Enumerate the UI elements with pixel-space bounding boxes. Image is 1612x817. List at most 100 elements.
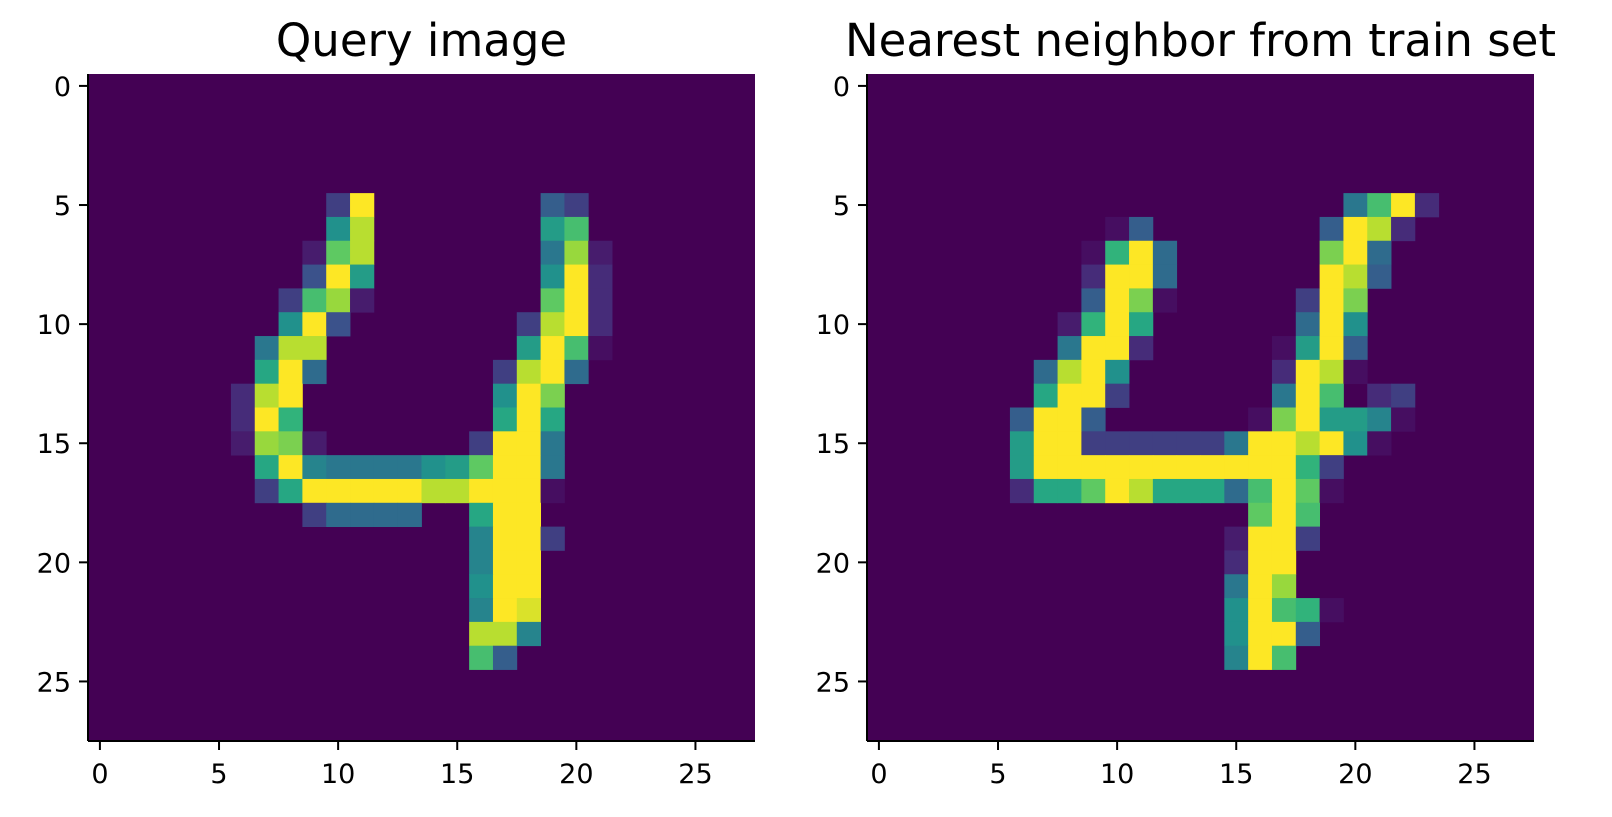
heatmap-cell: [1319, 288, 1344, 313]
x-tick-label: 15: [440, 759, 474, 790]
heatmap-cell: [397, 502, 422, 528]
y-tick-label: 0: [833, 72, 850, 103]
heatmap-cell: [492, 431, 518, 456]
heatmap-cell: [540, 216, 565, 242]
heatmap-cell: [516, 407, 542, 432]
heatmap-cell: [1152, 455, 1178, 480]
heatmap-cell: [469, 478, 494, 504]
heatmap-cell: [302, 312, 327, 337]
heatmap-cell: [492, 455, 518, 480]
heatmap-cell: [516, 550, 542, 575]
heatmap-cell: [1248, 645, 1273, 670]
heatmap-cell: [1009, 407, 1035, 432]
heatmap-cell: [1248, 431, 1273, 456]
heatmap-cell: [445, 455, 470, 480]
heatmap-cell: [516, 336, 542, 361]
heatmap-cell: [1295, 598, 1321, 623]
heatmap-cell: [302, 478, 327, 504]
heatmap-cell: [1176, 431, 1201, 456]
heatmap-cell: [1248, 478, 1273, 504]
heatmap-cell: [1105, 240, 1130, 265]
heatmap-cell: [1295, 336, 1321, 361]
heatmap-cell: [1248, 574, 1273, 599]
heatmap-cell: [540, 526, 565, 551]
heatmap-cell: [516, 621, 542, 647]
y-tick-label: 25: [37, 667, 71, 698]
heatmap-cell: [1367, 383, 1392, 408]
heatmap-cell: [469, 574, 494, 599]
heatmap-cell: [516, 478, 542, 504]
x-tick-label: 10: [1100, 759, 1134, 790]
heatmap-cell: [516, 502, 542, 528]
heatmap-cell: [1391, 383, 1416, 408]
heatmap-cell: [564, 312, 589, 337]
heatmap-cell: [1248, 526, 1273, 551]
heatmap-cell: [302, 240, 327, 265]
heatmap-cell: [1081, 312, 1106, 337]
heatmap-cell: [350, 240, 375, 265]
heatmap-cell: [1248, 598, 1273, 623]
heatmap-cell: [1295, 455, 1321, 480]
heatmap-cell: [373, 455, 399, 480]
heatmap-cell: [1295, 502, 1321, 528]
heatmap-cell: [1224, 621, 1249, 647]
heatmap-cell: [1319, 383, 1344, 408]
heatmap-cell: [564, 193, 589, 218]
heatmap-cell: [1343, 193, 1368, 218]
heatmap-cell: [1295, 383, 1321, 408]
heatmap-cell: [1129, 312, 1154, 337]
heatmap-cell: [540, 431, 565, 456]
heatmap-cell: [1224, 526, 1249, 551]
x-tick-label: 25: [1457, 759, 1491, 790]
heatmap-cell: [492, 502, 518, 528]
heatmap-cell: [1033, 407, 1058, 432]
heatmap-cell: [1343, 240, 1368, 265]
x-tick-label: 20: [559, 759, 593, 790]
heatmap-cell: [278, 336, 303, 361]
heatmap-cell: [278, 312, 303, 337]
x-tick-label: 15: [1219, 759, 1253, 790]
heatmap-cell: [350, 288, 375, 313]
heatmap-cell: [540, 336, 565, 361]
heatmap-cell: [1271, 383, 1297, 408]
heatmap-cell: [1129, 431, 1154, 456]
heatmap-cell: [421, 478, 446, 504]
heatmap-cell: [278, 288, 303, 313]
heatmap-cell: [1129, 455, 1154, 480]
heatmap-cell: [1200, 455, 1225, 480]
heatmap-cell: [492, 574, 518, 599]
y-tick-label: 5: [833, 191, 850, 222]
heatmap-cell: [469, 455, 494, 480]
heatmap-cell: [302, 455, 327, 480]
heatmap-background: [88, 74, 755, 741]
heatmap-cell: [540, 288, 565, 313]
x-tick-label: 10: [321, 759, 355, 790]
heatmap-cell: [1271, 574, 1297, 599]
heatmap-cell: [1319, 359, 1344, 385]
heatmap-cell: [469, 645, 494, 670]
heatmap-cell: [516, 574, 542, 599]
heatmap-cell: [326, 216, 351, 242]
heatmap-cell: [1391, 193, 1416, 218]
heatmap-cell: [1391, 216, 1416, 242]
y-tick-label: 10: [816, 310, 850, 341]
heatmap-cell: [1176, 478, 1201, 504]
heatmap-cell: [1295, 478, 1321, 504]
heatmap-cell: [1224, 550, 1249, 575]
heatmap-cell: [516, 312, 542, 337]
heatmap-cell: [540, 478, 565, 504]
heatmap-cell: [588, 240, 613, 265]
heatmap-cell: [492, 645, 518, 670]
heatmap-cell: [1271, 407, 1297, 432]
heatmap-cell: [540, 407, 565, 432]
heatmap-cell: [1295, 359, 1321, 385]
heatmap-cell: [588, 288, 613, 313]
heatmap-panel: 0 5 10 15 20 25 0 5 10 15 20 25 Nearest neighbor fro…: [816, 14, 1556, 790]
heatmap-cell: [1009, 455, 1035, 480]
heatmap-cell: [1271, 621, 1297, 647]
heatmap-cell: [1105, 455, 1130, 480]
heatmap-cell: [1081, 336, 1106, 361]
x-tick-label: 0: [870, 759, 887, 790]
heatmap-cell: [1248, 550, 1273, 575]
heatmap-cell: [1033, 455, 1058, 480]
